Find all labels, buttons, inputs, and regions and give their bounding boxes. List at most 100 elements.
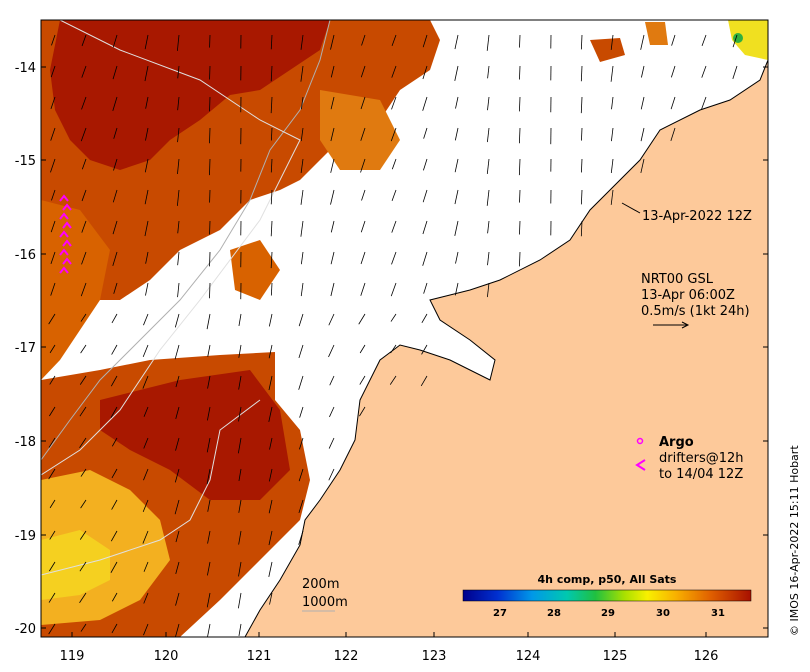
current-arrow [610, 158, 614, 174]
sst-region-west [41, 200, 110, 380]
current-arrow [359, 375, 366, 385]
current-arrow [422, 189, 428, 203]
current-arrow [111, 437, 118, 447]
current-arrow [270, 65, 273, 82]
y-tick-label: -17 [15, 341, 36, 356]
current-arrow [50, 220, 56, 233]
current-arrow [49, 499, 56, 509]
current-arrow [360, 251, 366, 265]
drifter-marker [62, 239, 72, 247]
current-arrow [209, 127, 211, 144]
current-arrow [268, 561, 273, 577]
current-arrow [209, 158, 211, 176]
current-arrow [732, 34, 738, 48]
current-arrow [144, 220, 149, 237]
current-arrow [81, 220, 87, 233]
current-arrow [50, 282, 56, 296]
current-arrow [518, 158, 521, 176]
current-arrow [454, 34, 459, 50]
current-arrow [145, 96, 149, 109]
current-arrow [330, 189, 335, 205]
current-arrow [423, 282, 428, 294]
current-arrow [300, 127, 304, 142]
colorbar-tick: 31 [711, 608, 725, 619]
current-arrow [454, 282, 459, 296]
current-arrow [144, 189, 149, 205]
current-arrow [328, 344, 335, 358]
current-arrow [359, 406, 366, 417]
sst-region-patch-corner [728, 20, 768, 60]
current-arrow [329, 406, 335, 418]
current-arrow [143, 437, 149, 449]
current-arrow [80, 468, 87, 477]
current-arrow [79, 561, 87, 572]
drifter-tracks [59, 194, 72, 274]
current-arrow [486, 158, 490, 174]
current-arrow [518, 127, 521, 144]
current-arrow [519, 251, 521, 267]
x-tick-label: 126 [694, 649, 719, 664]
current-arrow [177, 220, 180, 234]
current-arrow [328, 313, 335, 326]
current-arrow [177, 282, 180, 298]
current-arrow [671, 34, 676, 46]
current-arrow [48, 468, 56, 480]
current-arrow [519, 65, 521, 80]
current-arrow [421, 313, 428, 323]
current-arrow [360, 96, 366, 110]
current-arrow [177, 127, 180, 143]
current-arrow [112, 251, 118, 266]
current-arrow [640, 34, 645, 50]
current-arrow [177, 158, 180, 175]
current-arrow [48, 592, 56, 603]
current-arrow [732, 65, 738, 79]
current-arrow [611, 96, 614, 110]
current-arrow [610, 34, 614, 50]
current-arrow [207, 406, 211, 421]
current-arrow [81, 189, 87, 202]
current-arrow [143, 468, 149, 481]
current-arrow [298, 468, 304, 482]
current-arrow [145, 282, 149, 296]
current-arrow [330, 158, 335, 173]
current-arrow [177, 251, 180, 266]
current-arrow [174, 499, 180, 515]
y-tick-label: -14 [15, 61, 36, 76]
current-arrow [112, 220, 118, 235]
x-axis: 119 120 121 122 123 124 125 126 [60, 632, 719, 664]
drifter-marker [62, 221, 72, 229]
current-arrow [391, 65, 397, 78]
drifters-label-line2: to 14/04 12Z [659, 467, 743, 482]
current-arrow [79, 437, 87, 448]
current-arrow [487, 251, 490, 266]
current-arrow [670, 65, 676, 78]
colorbar-tick: 30 [656, 608, 670, 619]
current-arrow [486, 282, 490, 298]
y-tick-label: -16 [15, 248, 36, 263]
current-arrow [390, 282, 397, 297]
current-arrow [270, 189, 273, 205]
current-arrow [207, 375, 211, 389]
colorbar-gradient [462, 589, 752, 602]
current-arrow [610, 189, 614, 205]
current-arrow [300, 220, 304, 237]
x-tick-label: 125 [603, 649, 628, 664]
current-arrow [268, 375, 273, 391]
current-arrow [79, 530, 87, 540]
current-time-label: 13-Apr 06:00Z [641, 288, 735, 303]
current-arrow [143, 623, 149, 636]
current-arrow [268, 344, 273, 359]
colorbar-tick: 27 [493, 608, 507, 619]
current-arrow [175, 561, 180, 574]
current-arrow [389, 375, 397, 385]
current-arrow [298, 375, 304, 390]
current-arrow [455, 251, 459, 264]
current-arrow [81, 251, 87, 265]
current-arrow [358, 313, 366, 325]
current-arrow [391, 251, 397, 265]
current-arrow [640, 127, 645, 142]
current-arrow [270, 282, 273, 296]
current-arrow [206, 468, 211, 485]
y-tick-label: -20 [15, 622, 36, 637]
